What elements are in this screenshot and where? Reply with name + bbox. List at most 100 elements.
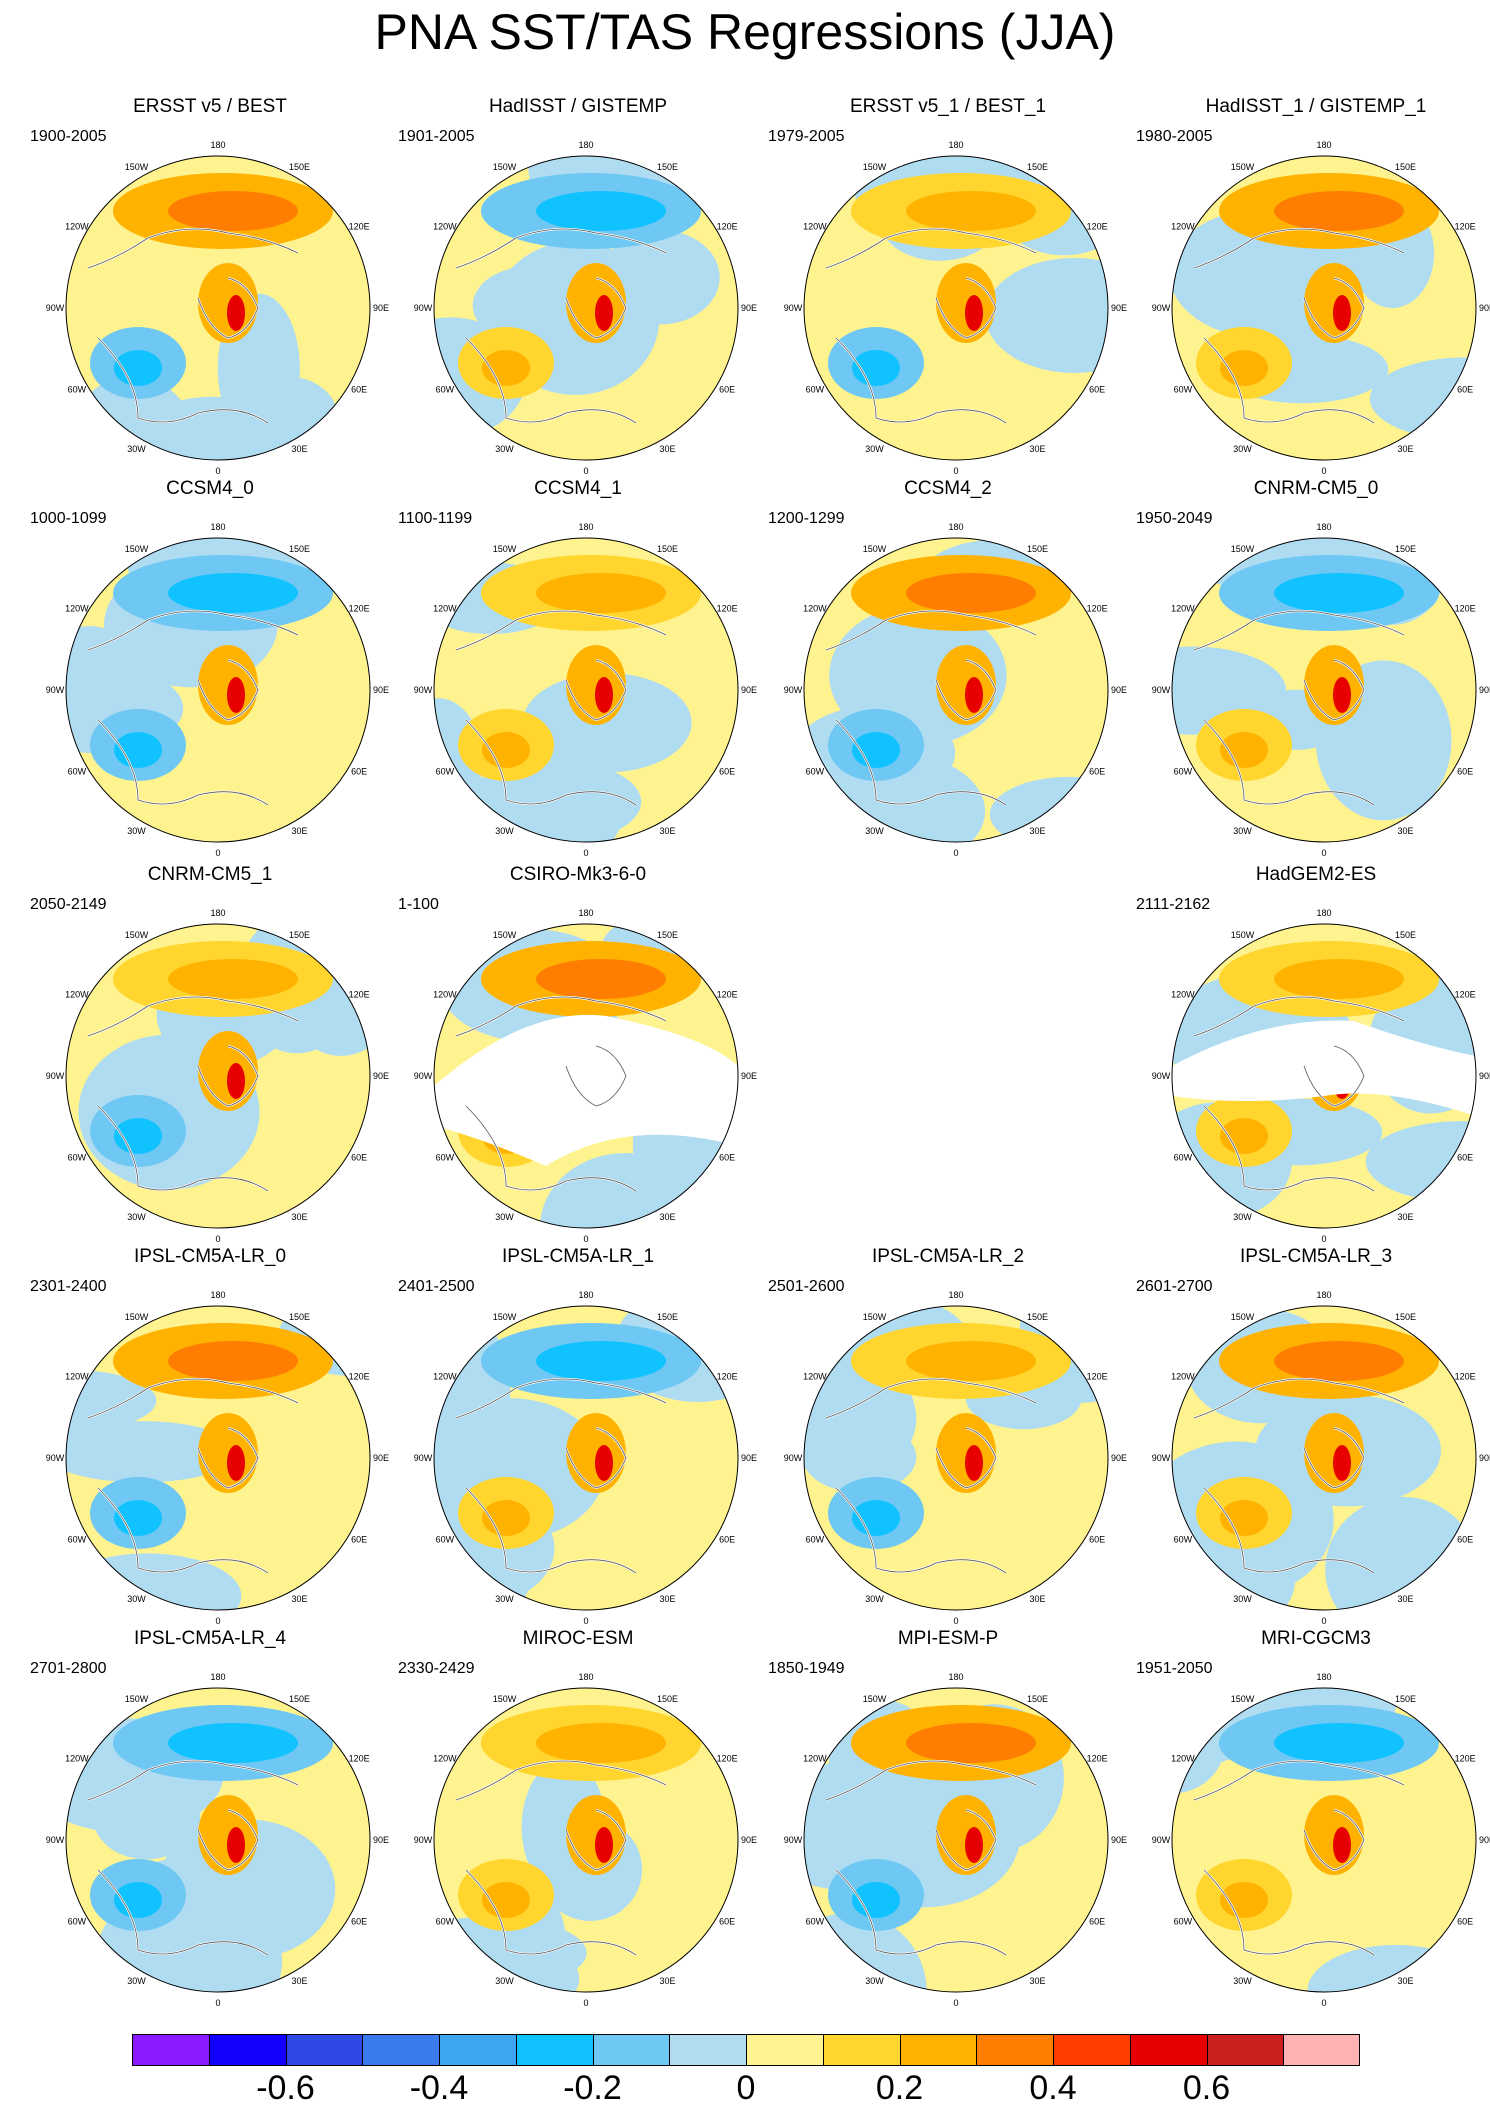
longitude-label: 150E xyxy=(1395,162,1416,172)
longitude-label: 120W xyxy=(803,1372,827,1382)
map-panel: IPSL-CM5A-LR_3 2601-2700 180 150E 120E 90E 60E… xyxy=(1136,1246,1490,1626)
longitude-label: 120E xyxy=(1455,1372,1476,1382)
panel-years: 1100-1199 xyxy=(398,510,473,527)
polar-map: 180 150E 120E 90E 60E 30E 0 30W 60W 90W 120W 150W xyxy=(46,140,389,476)
longitude-label: 60E xyxy=(1089,1535,1105,1545)
longitude-label: 90W xyxy=(1152,1071,1171,1081)
longitude-label: 60W xyxy=(1174,767,1193,777)
longitude-label: 30W xyxy=(495,1594,514,1604)
longitude-label: 30W xyxy=(127,1212,146,1222)
longitude-label: 150E xyxy=(289,1312,310,1322)
longitude-label: 0 xyxy=(1321,1616,1326,1626)
longitude-label: 120W xyxy=(1171,1754,1195,1764)
longitude-label: 0 xyxy=(953,1998,958,2008)
longitude-label: 120E xyxy=(349,1372,370,1382)
colorbar-swatch xyxy=(439,2034,516,2066)
longitude-label: 120W xyxy=(433,1372,457,1382)
panel-title: CCSM4_1 xyxy=(534,478,622,499)
longitude-label: 150W xyxy=(493,930,517,940)
longitude-label: 120E xyxy=(717,604,738,614)
longitude-label: 30W xyxy=(495,1976,514,1986)
longitude-label: 180 xyxy=(948,1672,963,1682)
longitude-label: 60W xyxy=(436,385,455,395)
colorbar-tick-label: 0 xyxy=(736,2069,756,2107)
polar-map: 180 150E 120E 90E 60E 30E 0 30W 60W 90W 120W 150W xyxy=(1152,522,1490,858)
longitude-label: 30W xyxy=(865,1594,884,1604)
panel-years: 1980-2005 xyxy=(1136,128,1213,145)
panel-years: 1850-1949 xyxy=(768,1660,845,1677)
panel-title: CCSM4_0 xyxy=(166,478,254,499)
longitude-label: 60E xyxy=(351,767,367,777)
longitude-label: 60W xyxy=(1174,1153,1193,1163)
longitude-label: 180 xyxy=(578,1290,593,1300)
empty-panel-slot xyxy=(768,864,1128,1244)
longitude-label: 90E xyxy=(1479,303,1490,313)
longitude-label: 150E xyxy=(657,544,678,554)
longitude-label: 120E xyxy=(717,990,738,1000)
longitude-label: 120W xyxy=(1171,990,1195,1000)
longitude-label: 150W xyxy=(125,544,149,554)
colorbar-swatch xyxy=(899,2034,977,2066)
colorbar-swatch xyxy=(976,2034,1053,2066)
longitude-label: 120W xyxy=(803,1754,827,1764)
longitude-label: 90E xyxy=(1111,1835,1127,1845)
panel-title: IPSL-CM5A-LR_4 xyxy=(133,1628,287,1649)
longitude-label: 120E xyxy=(349,1754,370,1764)
panel-title: IPSL-CM5A-LR_2 xyxy=(871,1246,1025,1267)
longitude-label: 90W xyxy=(1152,1835,1171,1845)
regression-field xyxy=(434,156,738,460)
longitude-label: 120W xyxy=(65,1754,89,1764)
map-panel: CCSM4_1 1100-1199 180 150E 120E 90E 60E 30E 0 30W… xyxy=(398,478,758,858)
longitude-label: 0 xyxy=(953,1616,958,1626)
longitude-label: 0 xyxy=(215,466,220,476)
colorbar-swatch xyxy=(1283,2034,1360,2066)
panel-title: ERSST v5 / BEST xyxy=(133,96,287,117)
longitude-label: 30W xyxy=(127,826,146,836)
panel-title: HadISST_1 / GISTEMP_1 xyxy=(1205,96,1427,117)
longitude-label: 60E xyxy=(351,1917,367,1927)
longitude-label: 120E xyxy=(717,222,738,232)
longitude-label: 120W xyxy=(433,990,457,1000)
longitude-label: 120W xyxy=(65,604,89,614)
map-panel: HadISST / GISTEMP 1901-2005 180 150E 120E 90E… xyxy=(398,96,758,476)
panel-title: ERSST v5_1 / BEST_1 xyxy=(849,96,1047,117)
colorbar-tick-label: -0.2 xyxy=(563,2069,622,2107)
regression-field xyxy=(66,1688,370,1992)
panel-years: 1000-1099 xyxy=(30,510,107,527)
longitude-label: 60E xyxy=(1457,1917,1473,1927)
polar-map: 180 150E 120E 90E 60E 30E 0 30W 60W 90W 120W 150W xyxy=(414,140,757,476)
panel-title: IPSL-CM5A-LR_3 xyxy=(1239,1246,1393,1267)
regression-field xyxy=(804,1688,1108,1992)
longitude-label: 180 xyxy=(1316,1290,1331,1300)
colorbar-swatch xyxy=(669,2034,746,2066)
longitude-label: 150W xyxy=(493,1694,517,1704)
longitude-label: 150W xyxy=(493,162,517,172)
colorbar-tick-label: 0.4 xyxy=(1029,2069,1077,2107)
map-panel: IPSL-CM5A-LR_1 2401-2500 180 150E 120E 90E 60E… xyxy=(398,1246,758,1626)
longitude-label: 60E xyxy=(719,1535,735,1545)
longitude-label: 30E xyxy=(291,1594,307,1604)
polar-map: 180 150E 120E 90E 60E 30E 0 30W 60W 90W 120W 150W xyxy=(414,522,757,858)
polar-map: 180 150E 120E 90E 60E 30E 0 30W 60W 90W 120W 150W xyxy=(1152,140,1490,476)
longitude-label: 120E xyxy=(1087,604,1108,614)
map-panel: CNRM-CM5_0 1950-2049 180 150E 120E 90E 60E 30E 0… xyxy=(1136,478,1490,858)
longitude-label: 150E xyxy=(657,930,678,940)
panel-title: CNRM-CM5_0 xyxy=(1253,478,1379,499)
polar-map: 180 150E 120E 90E 60E 30E 0 30W 60W 90W 120W 150W xyxy=(46,522,389,858)
longitude-label: 120E xyxy=(1455,222,1476,232)
longitude-label: 60W xyxy=(806,1535,825,1545)
longitude-label: 120E xyxy=(1087,1372,1108,1382)
longitude-label: 60E xyxy=(351,1153,367,1163)
longitude-label: 180 xyxy=(210,522,225,532)
polar-map: 180 150E 120E 90E 60E 30E 0 30W 60W 90W 120W 150W xyxy=(46,1672,389,2008)
longitude-label: 180 xyxy=(1316,522,1331,532)
longitude-label: 90W xyxy=(784,303,803,313)
map-panel: MPI-ESM-P 1850-1949 180 150E 120E 90E 60E 30E 0 3… xyxy=(768,1628,1128,2008)
longitude-label: 90E xyxy=(741,1453,757,1463)
regression-field xyxy=(1172,1688,1476,1992)
panel-title: CSIRO-Mk3-6-0 xyxy=(509,864,647,885)
regression-field xyxy=(66,538,370,842)
longitude-label: 150W xyxy=(125,930,149,940)
longitude-label: 150W xyxy=(863,162,887,172)
longitude-label: 90E xyxy=(373,685,389,695)
